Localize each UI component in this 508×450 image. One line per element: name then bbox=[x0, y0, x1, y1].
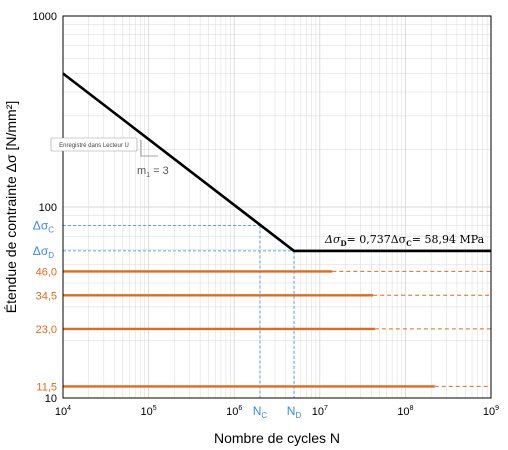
x-tick-label: 107 bbox=[312, 405, 328, 418]
x-axis-label: Nombre de cycles N bbox=[214, 430, 340, 446]
sn-curve bbox=[62, 72, 491, 253]
y-tick-label-blue: ΔσD bbox=[33, 244, 54, 260]
x-tick-label: 108 bbox=[397, 405, 413, 418]
detail-category-lines bbox=[63, 270, 491, 388]
y-tick-label: 100 bbox=[39, 202, 57, 214]
y-tick-label-orange: 23,0 bbox=[36, 324, 57, 336]
slope-label: m1 = 3 bbox=[137, 165, 169, 179]
fatigue-limit-annotation: ΔσD= 0,737ΔσC= 58,94 MPa bbox=[324, 233, 485, 248]
x-marker-label-blue: NC bbox=[253, 404, 268, 420]
y-tick-label-orange: 11,5 bbox=[36, 381, 57, 393]
y-tick-label: 1000 bbox=[33, 11, 57, 23]
slope-triangle bbox=[140, 140, 158, 157]
y-tick-label: 10 bbox=[45, 393, 57, 405]
plot-frame bbox=[62, 15, 492, 399]
y-tick-label-blue: ΔσC bbox=[33, 219, 54, 235]
x-tick-label: 105 bbox=[141, 405, 157, 418]
y-axis-label: Étendue de contrainte Δσ [N/mm²] bbox=[3, 101, 19, 314]
stamp-text: Enregistré dans Lecteur U bbox=[59, 143, 129, 149]
sn-curve-line bbox=[62, 72, 491, 253]
x-tick-label: 104 bbox=[55, 405, 71, 418]
y-tick-label-orange: 46,0 bbox=[36, 266, 57, 278]
y-tick-label-orange: 34,5 bbox=[36, 290, 57, 302]
x-marker-label-blue: ND bbox=[287, 404, 302, 420]
grid bbox=[63, 16, 491, 398]
tick-labels: 104 105 106 107 108 109 1000 100 10 46,0 34,5 23,0 1… bbox=[33, 11, 500, 420]
stamp-box: Enregistré dans Lecteur U bbox=[50, 137, 138, 152]
x-tick-label: 106 bbox=[226, 405, 242, 418]
reference-lines bbox=[63, 225, 295, 398]
x-tick-label: 109 bbox=[483, 405, 499, 418]
